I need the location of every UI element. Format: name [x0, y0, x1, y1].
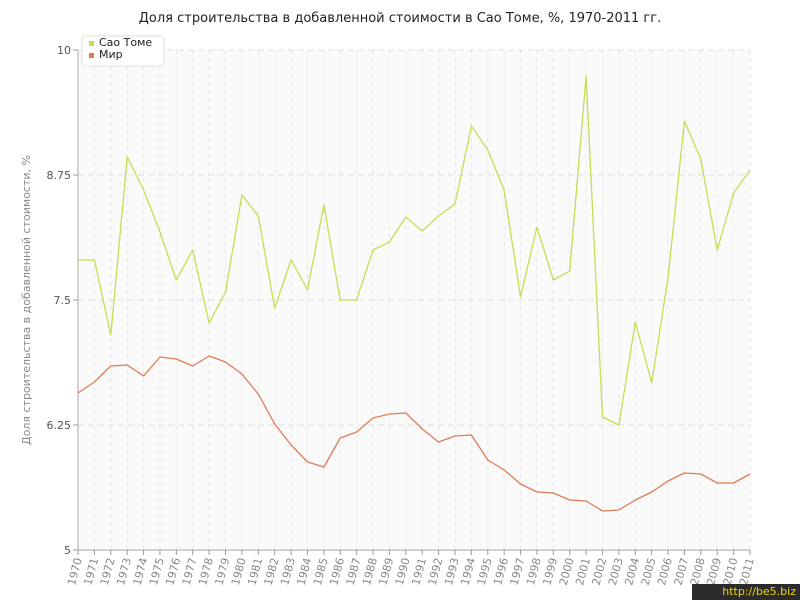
legend-swatch [89, 41, 94, 46]
legend-label: Сао Томе [99, 36, 152, 49]
series-line-2 [77, 355, 751, 512]
y-tick-label: 5 [64, 544, 71, 557]
watermark: http://be5.biz [692, 584, 800, 600]
chart-title: Доля строительства в добавленной стоимос… [139, 11, 661, 26]
legend-label: Мир [99, 48, 123, 61]
y-tick-label: 7.5 [54, 294, 72, 307]
series-line-1 [78, 75, 751, 426]
y-axis-label: Доля строительства в добавленной стоимос… [20, 155, 33, 445]
y-tick-label: 6.25 [47, 419, 72, 432]
y-tick-label: 10 [57, 44, 71, 57]
legend-swatch [89, 53, 94, 58]
plot-area: 56.257.58.751019701971197219731974197519… [47, 44, 757, 587]
y-tick-label: 8.75 [47, 169, 72, 182]
legend-box [81, 35, 165, 67]
